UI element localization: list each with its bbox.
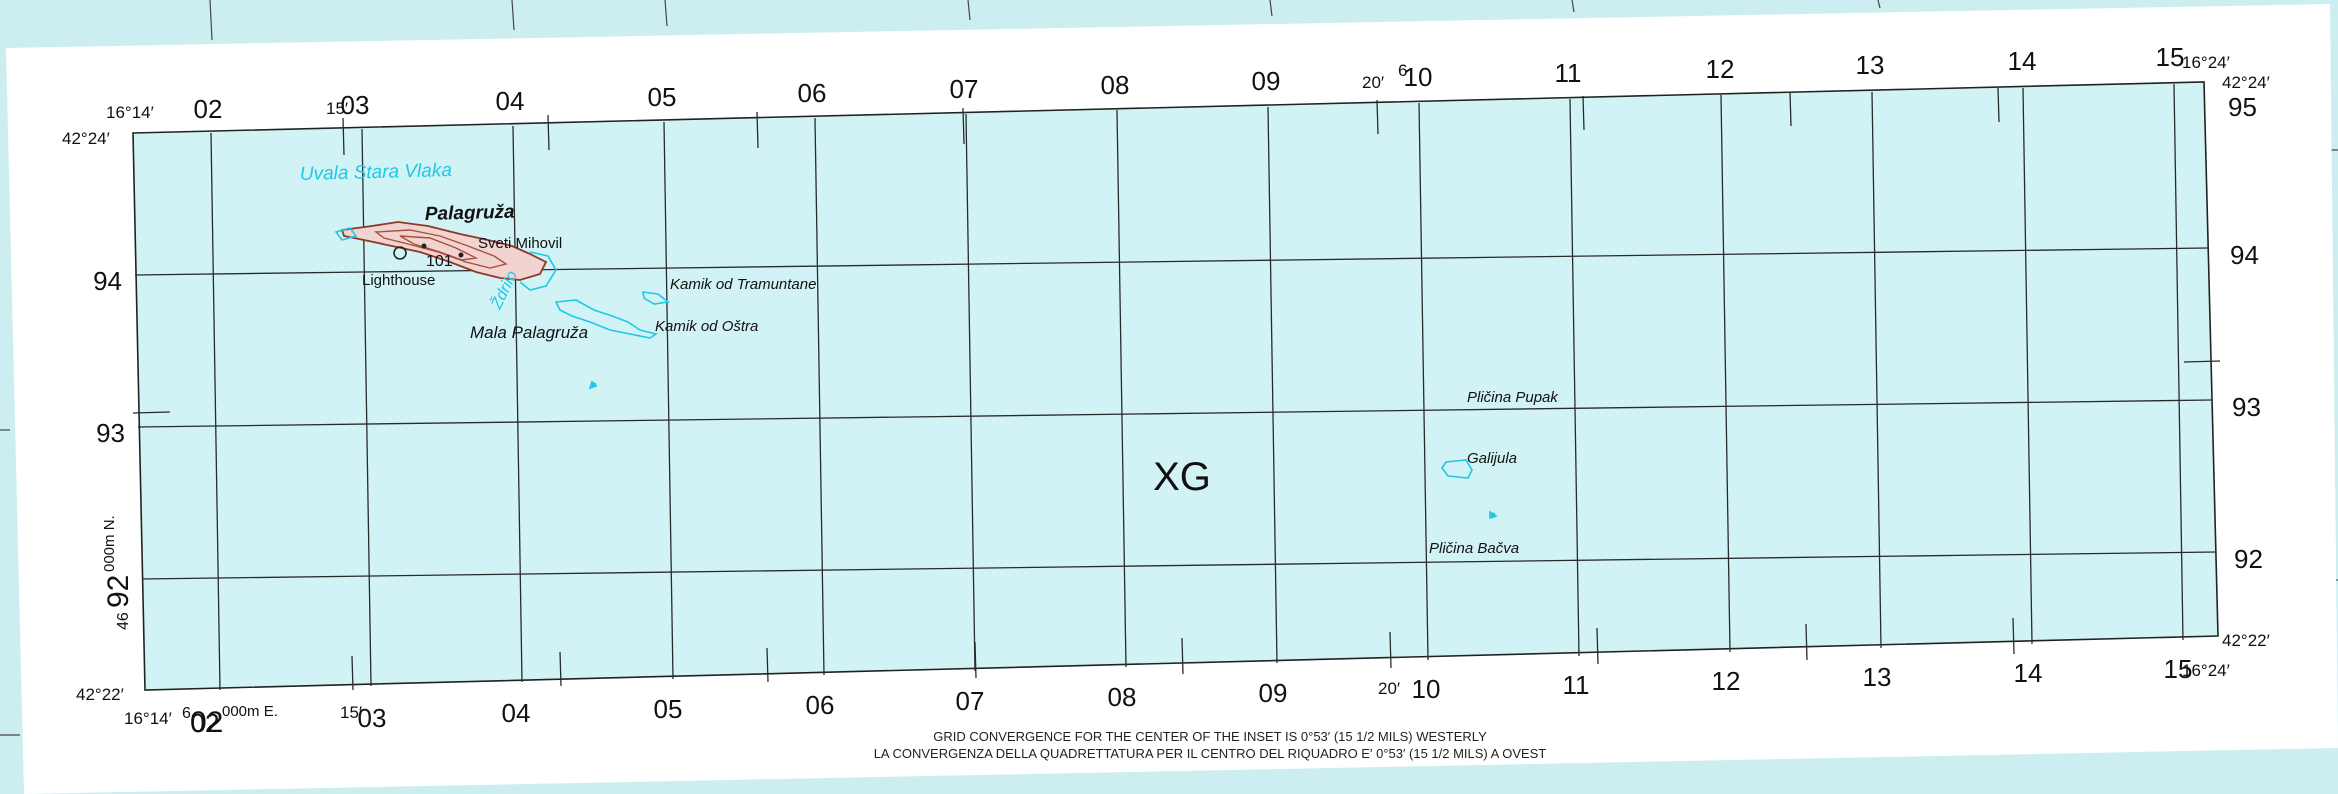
northing-label: 46 92 000m N. bbox=[101, 515, 135, 630]
grid-label-top-12: 12 bbox=[1706, 54, 1735, 84]
grid-label-bottom-02: 02 bbox=[191, 708, 220, 738]
grid-label-bottom-12: 12 bbox=[1712, 666, 1741, 696]
grid-label-bottom-03: 03 bbox=[358, 703, 387, 733]
grid-label-top-10: 10 bbox=[1404, 62, 1433, 92]
geographic-ticks bbox=[132, 87, 2221, 691]
grid-labels-bottom: 02 03 04 05 06 07 08 09 10 11 12 13 14 15 bbox=[191, 654, 2193, 738]
grid-label-top-04: 04 bbox=[496, 86, 525, 116]
lat-south-left: 42°22′ bbox=[76, 685, 124, 704]
grid-labels-top: 02 03 04 05 06 07 08 09 10 11 12 13 14 15 bbox=[194, 42, 2185, 124]
grid-line-15 bbox=[2173, 83, 2184, 641]
grid-label-bottom-07: 07 bbox=[956, 686, 985, 716]
grid-labels-right: 95 94 93 92 bbox=[2228, 92, 2263, 574]
grid-label-top-13: 13 bbox=[1856, 50, 1885, 80]
galijula-label: Galijula bbox=[1467, 450, 1517, 467]
elevation-label: 101 bbox=[426, 253, 453, 270]
grid-label-right-93: 93 bbox=[2232, 392, 2261, 422]
convergence-note-it: LA CONVERGENZA DELLA QUADRETTATURA PER I… bbox=[874, 746, 1547, 761]
grid-label-bottom-08: 08 bbox=[1108, 682, 1137, 712]
lon-east-top: 16°24′ bbox=[2182, 53, 2230, 72]
east-prefix-bottom: 6 bbox=[182, 705, 191, 722]
mala-palagruza-label: Mala Palagruža bbox=[470, 323, 588, 342]
grid-line-05 bbox=[663, 121, 674, 680]
lon-20-bottom: 20′ bbox=[1378, 679, 1400, 698]
grid-label-bottom-09: 09 bbox=[1259, 678, 1288, 708]
grid-line-93 bbox=[137, 399, 2213, 428]
grid-line-03 bbox=[361, 128, 372, 687]
grid-label-right-92: 92 bbox=[2234, 544, 2263, 574]
grid-line-92 bbox=[141, 551, 2216, 580]
grid-line-10 bbox=[1418, 102, 1429, 661]
plicina-bacva-label: Pličina Bačva bbox=[1429, 540, 1519, 557]
grid-label-top-11: 11 bbox=[1555, 58, 1582, 88]
lon-15-bottom: 15′ bbox=[340, 703, 362, 722]
grid-label-top-06: 06 bbox=[798, 78, 827, 108]
lat-north-right: 42°24′ bbox=[2222, 73, 2270, 92]
lon-20-top: 20′ bbox=[1362, 73, 1384, 92]
grid-line-07 bbox=[965, 113, 976, 672]
grid-label-top-08: 08 bbox=[1101, 70, 1130, 100]
inset-water bbox=[132, 81, 2219, 691]
lon-east-bottom: 16°24′ bbox=[2182, 661, 2230, 680]
mala-palagruza-outline bbox=[554, 291, 1498, 520]
lat-north-left: 42°24′ bbox=[62, 129, 110, 148]
uvala-label: Uvala Stara Vlaka bbox=[300, 160, 453, 185]
grid-label-left-94: 94 bbox=[93, 266, 122, 296]
grid-label-left-93: 93 bbox=[96, 418, 125, 448]
grid-label-bottom-13: 13 bbox=[1863, 662, 1892, 692]
plicina-pupak-label: Pličina Pupak bbox=[1467, 389, 1559, 406]
grid-label-bottom-15: 15 bbox=[2164, 654, 2193, 684]
lat-south-right: 42°22′ bbox=[2222, 631, 2270, 650]
easting-value: 02 bbox=[190, 706, 223, 739]
grid-label-top-15: 15 bbox=[2156, 42, 2185, 72]
grid-label-bottom-05: 05 bbox=[654, 694, 683, 724]
palagruza-label: Palagruža bbox=[425, 202, 516, 225]
grid-label-bottom-10: 10 bbox=[1412, 674, 1441, 704]
zone-label: XG bbox=[1153, 455, 1211, 499]
palagruza-island bbox=[334, 221, 557, 291]
grid-line-12 bbox=[1720, 94, 1731, 653]
grid-convergence-notes: GRID CONVERGENCE FOR THE CENTER OF THE I… bbox=[874, 729, 1547, 761]
grid-label-bottom-11: 11 bbox=[1563, 670, 1590, 700]
lon-15-top: 15′ bbox=[326, 99, 348, 118]
grid-line-11 bbox=[1569, 98, 1580, 657]
grid-line-09 bbox=[1267, 106, 1278, 664]
lon-west-top: 16°14′ bbox=[106, 103, 154, 122]
lighthouse-label: Lighthouse bbox=[362, 272, 435, 289]
northing-value: 92 bbox=[102, 575, 135, 608]
grid-line-06 bbox=[814, 117, 825, 676]
lon-west-bottom: 16°14′ bbox=[124, 709, 172, 728]
easting-label: 6 02 000m E. bbox=[182, 703, 278, 739]
grid-label-bottom-14: 14 bbox=[2014, 658, 2043, 688]
kamik-ostra-label: Kamik od Oštra bbox=[655, 318, 758, 335]
grid-label-top-14: 14 bbox=[2008, 46, 2037, 76]
north-prefix: 46 bbox=[115, 612, 132, 630]
grid-label-top-09: 09 bbox=[1252, 66, 1281, 96]
grid-line-08 bbox=[1116, 109, 1127, 668]
grid-label-right-95: 95 bbox=[2228, 92, 2257, 122]
grid-label-bottom-06: 06 bbox=[806, 690, 835, 720]
east-prefix-top: 6 bbox=[1398, 61, 1407, 80]
grid-label-bottom-04: 04 bbox=[502, 698, 531, 728]
grid-label-top-03: 03 bbox=[341, 90, 370, 120]
grid-label-top-07: 07 bbox=[950, 74, 979, 104]
lighthouse-icon bbox=[393, 246, 407, 260]
sveti-mihovil-label: Sveti Mihovil bbox=[478, 235, 562, 252]
geographic-labels: 16°14′ 42°24′ 15′ 20′ 6 16°24′ 42°24′ 42… bbox=[62, 53, 2270, 728]
grid-line-14 bbox=[2022, 87, 2033, 645]
grid-label-right-94: 94 bbox=[2230, 240, 2259, 270]
convergence-note-en: GRID CONVERGENCE FOR THE CENTER OF THE I… bbox=[933, 729, 1487, 744]
grid-line-13 bbox=[1871, 91, 1882, 649]
grid-line-04 bbox=[512, 125, 523, 683]
kamik-tramuntane-label: Kamik od Tramuntane bbox=[670, 276, 816, 293]
northing-suffix: 000m N. bbox=[101, 515, 118, 572]
grid-line-02 bbox=[210, 132, 221, 691]
easting-suffix: 000m E. bbox=[222, 703, 278, 720]
grid-label-top-05: 05 bbox=[648, 82, 677, 112]
grid-label-top-02: 02 bbox=[194, 94, 223, 124]
rock-symbols bbox=[591, 382, 1496, 518]
